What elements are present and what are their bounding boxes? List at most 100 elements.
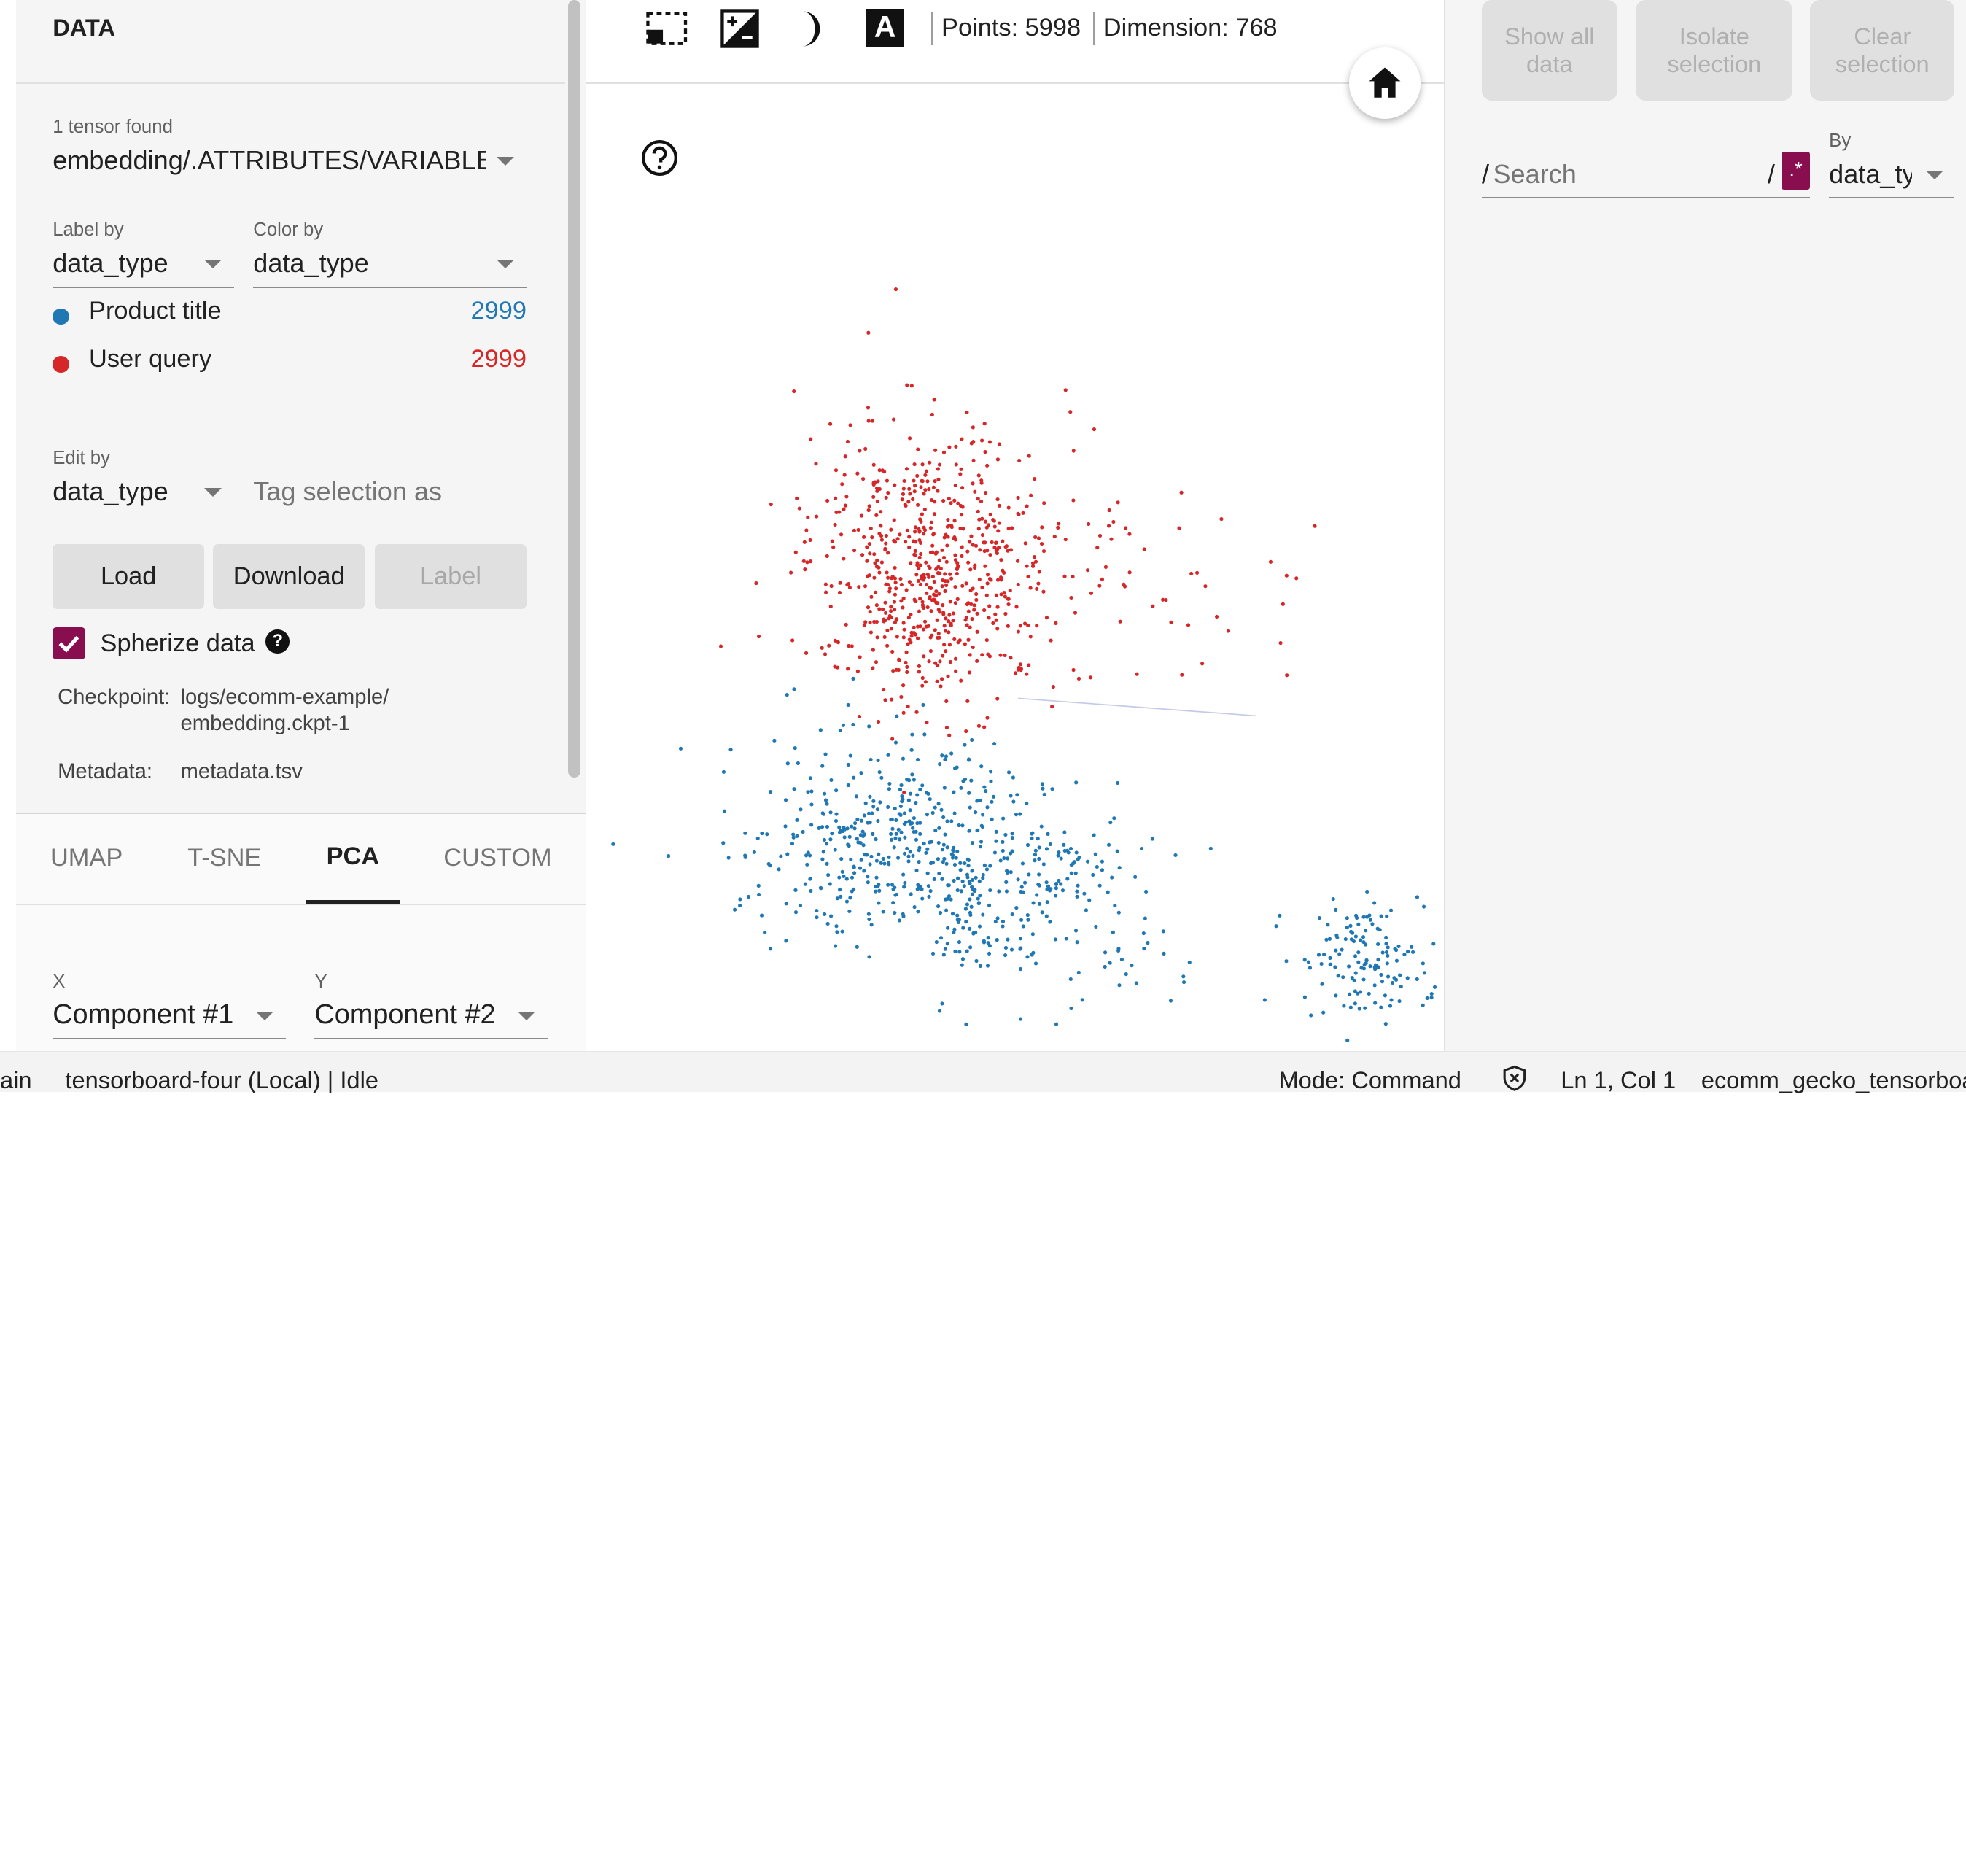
embedding-point[interactable] (846, 783, 850, 788)
embedding-point[interactable] (1350, 976, 1354, 980)
embedding-point[interactable] (1142, 947, 1146, 951)
embedding-point[interactable] (930, 575, 935, 579)
embedding-point[interactable] (1328, 962, 1332, 967)
embedding-point[interactable] (917, 597, 922, 601)
embedding-point[interactable] (952, 535, 957, 540)
embedding-point[interactable] (989, 779, 993, 784)
embedding-point[interactable] (927, 659, 931, 664)
embedding-point[interactable] (974, 592, 979, 597)
embedding-point[interactable] (1053, 894, 1058, 898)
embedding-point[interactable] (968, 910, 972, 915)
embedding-point[interactable] (893, 565, 897, 570)
embedding-point[interactable] (1033, 559, 1038, 564)
embedding-point[interactable] (1384, 942, 1388, 946)
embedding-point[interactable] (913, 549, 917, 554)
embedding-point[interactable] (1118, 619, 1122, 624)
embedding-point[interactable] (1009, 526, 1014, 530)
embedding-point[interactable] (977, 577, 982, 582)
embedding-point[interactable] (1122, 584, 1127, 589)
embedding-point[interactable] (972, 565, 976, 570)
embedding-point[interactable] (830, 539, 834, 543)
embedding-point[interactable] (1353, 1001, 1357, 1006)
embedding-point[interactable] (1384, 950, 1388, 955)
embedding-point[interactable] (990, 540, 994, 545)
embedding-point[interactable] (970, 878, 974, 883)
embedding-point[interactable] (808, 776, 812, 780)
embedding-point[interactable] (978, 845, 982, 849)
embedding-point[interactable] (906, 535, 912, 539)
embedding-point[interactable] (952, 790, 956, 794)
embedding-point[interactable] (1005, 856, 1010, 861)
embedding-point[interactable] (1135, 672, 1139, 676)
embedding-point[interactable] (949, 621, 953, 626)
embedding-point[interactable] (1367, 991, 1371, 996)
embedding-point[interactable] (968, 653, 972, 657)
help-icon[interactable] (640, 138, 680, 178)
embedding-point[interactable] (764, 832, 769, 837)
embedding-point[interactable] (890, 826, 895, 832)
embedding-point[interactable] (1429, 992, 1434, 996)
embedding-point[interactable] (863, 447, 868, 451)
embedding-point[interactable] (874, 620, 879, 624)
embedding-point[interactable] (1040, 910, 1044, 915)
embedding-point[interactable] (1127, 532, 1132, 536)
embedding-point[interactable] (847, 910, 852, 914)
embedding-point[interactable] (838, 729, 842, 733)
embedding-point[interactable] (809, 889, 813, 894)
embedding-point[interactable] (912, 462, 917, 467)
embedding-point[interactable] (746, 895, 750, 899)
embedding-point[interactable] (1186, 623, 1190, 627)
embedding-point[interactable] (1075, 889, 1079, 894)
embedding-point[interactable] (947, 497, 951, 501)
embedding-point[interactable] (901, 492, 905, 497)
embedding-point[interactable] (1334, 933, 1339, 938)
embedding-point[interactable] (941, 603, 945, 608)
embedding-point[interactable] (1359, 966, 1364, 970)
embedding-point[interactable] (1041, 549, 1046, 554)
embedding-point[interactable] (971, 425, 975, 430)
embedding-point[interactable] (901, 885, 906, 889)
embedding-point[interactable] (889, 627, 893, 631)
embedding-point[interactable] (878, 800, 882, 805)
embedding-point[interactable] (914, 710, 919, 715)
embedding-point[interactable] (846, 582, 851, 586)
embedding-point[interactable] (1030, 953, 1034, 957)
embedding-point[interactable] (998, 858, 1003, 863)
embedding-point[interactable] (1389, 998, 1394, 1002)
embedding-point[interactable] (955, 888, 960, 893)
embedding-point[interactable] (1025, 672, 1029, 676)
embedding-point[interactable] (911, 853, 915, 858)
embedding-point[interactable] (984, 638, 989, 643)
embedding-point[interactable] (883, 548, 887, 552)
embedding-point[interactable] (1010, 836, 1014, 840)
embedding-point[interactable] (1364, 890, 1369, 894)
embedding-point[interactable] (1071, 861, 1075, 866)
embedding-point[interactable] (933, 479, 937, 484)
embedding-point[interactable] (1345, 926, 1349, 930)
embedding-point[interactable] (912, 552, 917, 557)
embedding-point[interactable] (901, 914, 906, 919)
embedding-point[interactable] (784, 939, 788, 943)
embedding-point[interactable] (965, 623, 969, 627)
embedding-point[interactable] (937, 1009, 941, 1013)
embedding-point[interactable] (1103, 950, 1107, 955)
embedding-point[interactable] (934, 600, 939, 605)
embedding-point[interactable] (939, 753, 944, 758)
embedding-point[interactable] (990, 817, 994, 822)
embedding-point[interactable] (1100, 577, 1104, 582)
embedding-point[interactable] (1345, 916, 1349, 920)
embedding-point[interactable] (842, 507, 846, 511)
embedding-point[interactable] (894, 832, 898, 836)
embedding-point[interactable] (867, 542, 871, 546)
embedding-point[interactable] (929, 498, 934, 503)
embedding-point[interactable] (777, 867, 781, 872)
embedding-point[interactable] (972, 603, 976, 608)
embedding-point[interactable] (893, 581, 898, 585)
embedding-point[interactable] (793, 888, 798, 893)
embedding-point[interactable] (945, 543, 949, 548)
embedding-point[interactable] (910, 583, 914, 587)
embedding-point[interactable] (1095, 546, 1100, 550)
embedding-point[interactable] (897, 837, 902, 842)
pca-x-select[interactable]: Component #1 (53, 999, 234, 1031)
embedding-point[interactable] (988, 770, 993, 774)
